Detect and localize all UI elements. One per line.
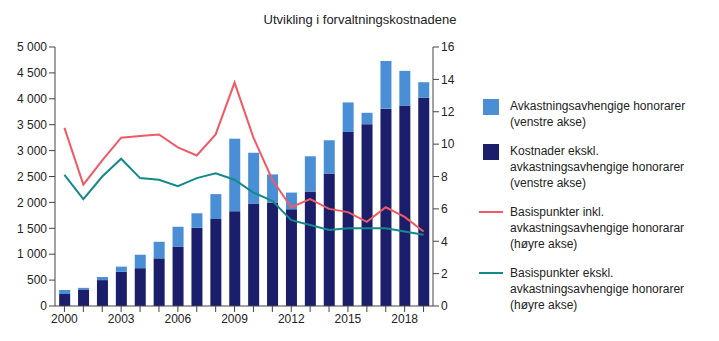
svg-text:2 000: 2 000 xyxy=(17,196,47,210)
svg-text:0: 0 xyxy=(40,299,47,313)
svg-text:0: 0 xyxy=(441,299,448,313)
svg-text:4 000: 4 000 xyxy=(17,92,47,106)
svg-text:5 000: 5 000 xyxy=(17,40,47,54)
html-text:Avkastningsavhengige honorarer: Avkastningsavhengige honorarer (venstre … xyxy=(510,99,686,129)
svg-text:3 500: 3 500 xyxy=(17,118,47,132)
svg-text:2015: 2015 xyxy=(335,312,362,326)
svg-text:1 000: 1 000 xyxy=(17,247,47,261)
svg-text:4: 4 xyxy=(441,235,448,249)
svg-text:2 500: 2 500 xyxy=(17,170,47,184)
html-text:Basispunkter inkl. avkastnings: Basispunkter inkl. avkastningsavhengige … xyxy=(510,205,685,251)
svg-text:14: 14 xyxy=(441,73,455,87)
html-text:Utvikling i forvaltningskostna: Utvikling i forvaltningskostnadene xyxy=(263,12,457,27)
svg-text:6: 6 xyxy=(441,202,448,216)
svg-text:12: 12 xyxy=(441,105,455,119)
svg-text:2009: 2009 xyxy=(221,312,248,326)
svg-text:8: 8 xyxy=(441,170,448,184)
svg-text:2: 2 xyxy=(441,267,448,281)
svg-text:2000: 2000 xyxy=(51,312,78,326)
svg-text:2003: 2003 xyxy=(108,312,135,326)
svg-text:2018: 2018 xyxy=(391,312,418,326)
html-text:Kostnader ekskl. avkastningsav: Kostnader ekskl. avkastningsavhengige ho… xyxy=(510,144,685,190)
svg-text:3 000: 3 000 xyxy=(17,144,47,158)
svg-text:2006: 2006 xyxy=(164,312,191,326)
svg-text:1 500: 1 500 xyxy=(17,222,47,236)
svg-text:4 500: 4 500 xyxy=(17,66,47,80)
svg-text:16: 16 xyxy=(441,40,455,54)
svg-text:2012: 2012 xyxy=(278,312,305,326)
svg-text:10: 10 xyxy=(441,137,455,151)
html-text:Basispunkter ekskl. avkastning: Basispunkter ekskl. avkastningsavhengige… xyxy=(510,266,685,312)
svg-text:500: 500 xyxy=(27,273,47,287)
